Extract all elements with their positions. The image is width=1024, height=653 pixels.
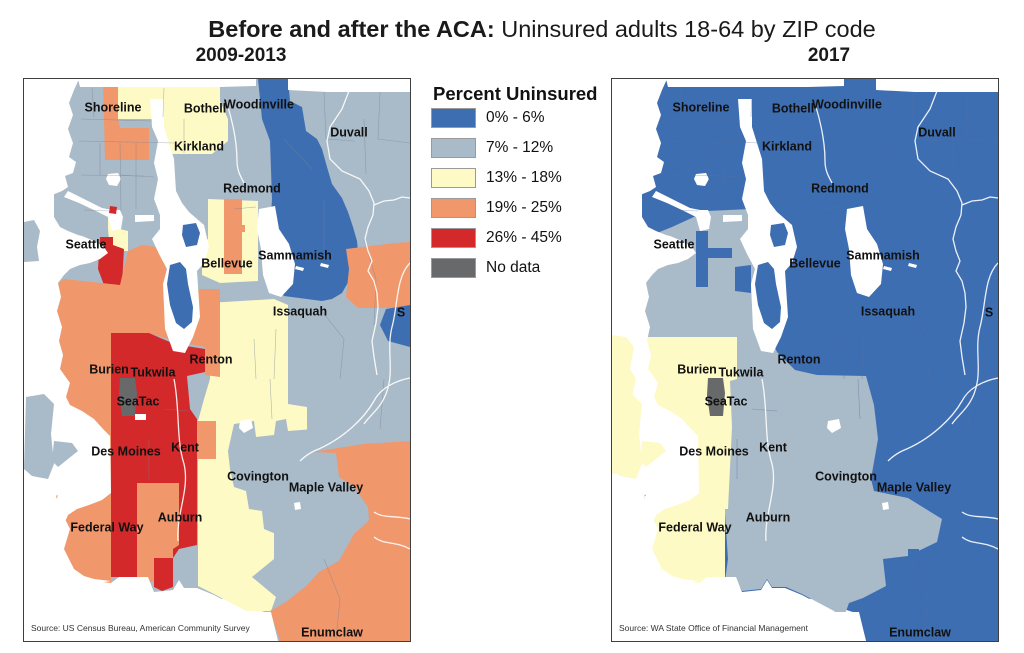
svg-text:Duvall: Duvall: [918, 126, 956, 140]
svg-text:Kent: Kent: [171, 441, 200, 455]
svg-text:Sammamish: Sammamish: [258, 249, 332, 263]
svg-text:Bellevue: Bellevue: [201, 257, 252, 271]
svg-text:Source: US Census Bureau, Amer: Source: US Census Bureau, American Commu…: [31, 623, 250, 633]
svg-text:S: S: [397, 306, 405, 320]
svg-text:S: S: [985, 306, 993, 320]
svg-text:Sammamish: Sammamish: [846, 249, 920, 263]
svg-text:Issaquah: Issaquah: [861, 305, 915, 319]
svg-text:Tukwila: Tukwila: [719, 366, 765, 380]
svg-text:Redmond: Redmond: [223, 182, 281, 196]
svg-text:Shoreline: Shoreline: [673, 101, 730, 115]
svg-text:Des Moines: Des Moines: [679, 445, 749, 459]
svg-text:Maple Valley: Maple Valley: [877, 481, 951, 495]
svg-text:Kirkland: Kirkland: [174, 140, 224, 154]
svg-text:Kent: Kent: [759, 441, 788, 455]
svg-text:SeaTac: SeaTac: [117, 395, 160, 409]
svg-text:Bellevue: Bellevue: [789, 257, 840, 271]
svg-text:Bothell: Bothell: [772, 102, 814, 116]
svg-text:Duvall: Duvall: [330, 126, 368, 140]
svg-text:Seattle: Seattle: [66, 238, 107, 252]
svg-text:Woodinville: Woodinville: [224, 98, 294, 112]
svg-text:Auburn: Auburn: [746, 511, 790, 525]
svg-text:Federal Way: Federal Way: [658, 521, 731, 535]
svg-text:Tukwila: Tukwila: [131, 366, 177, 380]
svg-text:Renton: Renton: [777, 353, 820, 367]
svg-text:Bothell: Bothell: [184, 102, 226, 116]
svg-text:Federal Way: Federal Way: [70, 521, 143, 535]
svg-text:Maple Valley: Maple Valley: [289, 481, 363, 495]
svg-text:Redmond: Redmond: [811, 182, 869, 196]
svg-text:Source: WA State Office of Fin: Source: WA State Office of Financial Man…: [619, 623, 809, 633]
svg-text:Covington: Covington: [815, 470, 877, 484]
svg-text:Kirkland: Kirkland: [762, 140, 812, 154]
svg-text:Auburn: Auburn: [158, 511, 202, 525]
svg-text:Seattle: Seattle: [654, 238, 695, 252]
svg-text:Burien: Burien: [677, 363, 717, 377]
svg-text:Renton: Renton: [189, 353, 232, 367]
svg-text:Woodinville: Woodinville: [812, 98, 882, 112]
svg-text:SeaTac: SeaTac: [705, 395, 748, 409]
svg-text:Enumclaw: Enumclaw: [889, 626, 951, 640]
svg-text:Burien: Burien: [89, 363, 129, 377]
svg-text:Des Moines: Des Moines: [91, 445, 161, 459]
svg-text:Issaquah: Issaquah: [273, 305, 327, 319]
svg-text:Enumclaw: Enumclaw: [301, 626, 363, 640]
svg-text:Covington: Covington: [227, 470, 289, 484]
svg-text:Shoreline: Shoreline: [85, 101, 142, 115]
